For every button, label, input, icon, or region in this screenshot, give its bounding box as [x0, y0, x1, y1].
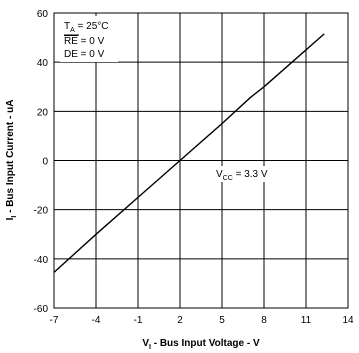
series: [53, 33, 325, 273]
x-tick-labels: -7 -4 -1 2 5 8 11 14: [50, 315, 354, 326]
x-tick-label: -7: [50, 315, 59, 326]
y-tick-label: 0: [42, 157, 48, 168]
annotation-de: DE = 0 V: [64, 49, 105, 60]
annotation-ta: TA = 25°C: [64, 21, 109, 34]
y-tick-label: 60: [37, 9, 49, 20]
x-tick-label: 5: [219, 315, 225, 326]
x-tick-label: -4: [92, 315, 101, 326]
legend-box: [60, 16, 118, 62]
vcc-label-box: [212, 166, 274, 182]
y-tick-label: -20: [34, 206, 49, 217]
y-axis-title: II - Bus Input Current - uA: [5, 100, 18, 221]
x-tick-label: 14: [342, 315, 354, 326]
y-tick-labels: 60 40 20 0 -20 -40 -60: [34, 9, 49, 315]
y-tick-label: -40: [34, 255, 49, 266]
y-tick-label: 20: [37, 107, 49, 118]
y-tick-label: 40: [37, 58, 49, 69]
x-tick-label: -1: [134, 315, 143, 326]
grid: [54, 13, 348, 308]
x-tick-label: 11: [301, 315, 312, 326]
y-tick-label: -60: [34, 304, 49, 315]
annotation-vcc: VCC = 3.3 V: [216, 169, 268, 182]
x-tick-label: 8: [261, 315, 267, 326]
annotation-re: RE = 0 V: [64, 36, 105, 47]
x-tick-label: 2: [177, 315, 183, 326]
x-axis-title: VI - Bus Input Voltage - V: [142, 338, 260, 351]
series-line: [53, 33, 325, 273]
